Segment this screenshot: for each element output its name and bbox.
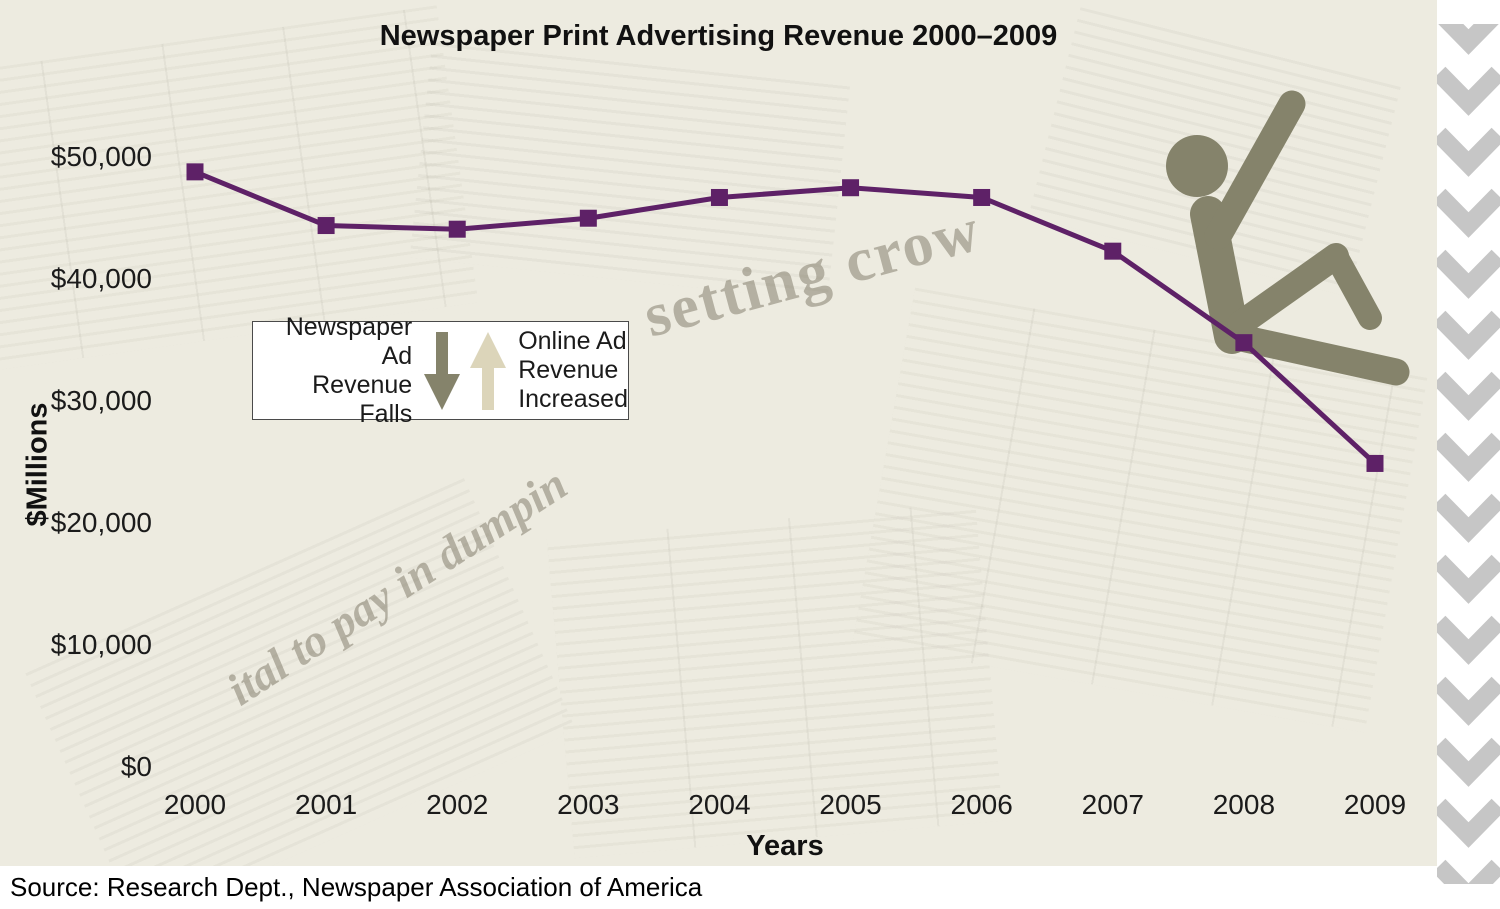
- legend-online-label: Online Ad Revenue Increased: [518, 327, 628, 414]
- arrow-down-icon: [424, 331, 461, 410]
- x-tick-label-2005: 2005: [819, 789, 881, 820]
- x-tick-label-2001: 2001: [295, 789, 357, 820]
- revenue-line: [194, 169, 1377, 466]
- data-point-2003: [579, 209, 597, 227]
- data-point-2008: [1235, 334, 1253, 352]
- y-tick-label: $40,000: [51, 263, 152, 294]
- chevron-strip: [1437, 0, 1500, 909]
- data-point-2009: [1366, 454, 1384, 472]
- chart-area: setting crow ital to pay in dumpin $50,0…: [0, 0, 1437, 866]
- line-chart: $50,000 $40,000 $30,000 $20,000 $10,000 $0 200…: [51, 90, 1410, 820]
- chart-title: Newspaper Print Advertising Revenue 2000…: [379, 20, 1058, 52]
- data-point-2005: [842, 179, 860, 197]
- legend-newspaper-label: Newspaper Ad Revenue Falls: [253, 313, 412, 429]
- data-point-2000: [186, 163, 204, 181]
- x-tick-label-2003: 2003: [557, 789, 619, 820]
- x-tick-label-2002: 2002: [426, 789, 488, 820]
- data-point-2001: [317, 217, 335, 235]
- chart-legend: Newspaper Ad Revenue Falls Online Ad Rev…: [252, 313, 629, 428]
- legend-line: Revenue: [312, 370, 413, 399]
- source-text: Source: Research Dept., Newspaper Associ…: [10, 872, 703, 902]
- x-tick-label-2007: 2007: [1082, 789, 1144, 820]
- falling-person-icon: [1166, 90, 1410, 386]
- y-tick-label: $50,000: [51, 141, 152, 172]
- y-tick-label: $20,000: [51, 507, 152, 538]
- x-tick-label-2004: 2004: [688, 789, 750, 820]
- data-point-2002: [448, 220, 466, 238]
- legend-arrows: [422, 330, 508, 412]
- x-tick-label-2009: 2009: [1344, 789, 1406, 820]
- legend-line: Newspaper Ad: [285, 312, 413, 370]
- y-tick-label: $0: [121, 751, 152, 782]
- data-point-2007: [1104, 242, 1122, 260]
- data-point-2006: [973, 188, 991, 206]
- legend-line: Online Ad: [518, 327, 627, 355]
- y-tick-label: $30,000: [51, 385, 152, 416]
- x-axis-label: Years: [746, 830, 824, 862]
- x-tick-label-2008: 2008: [1213, 789, 1275, 820]
- legend-line: Revenue: [518, 356, 619, 384]
- y-tick-label: $10,000: [51, 629, 152, 660]
- arrow-up-icon: [470, 331, 507, 410]
- chevron-down-pattern-icon: [1437, 0, 1500, 909]
- x-tick-label-2006: 2006: [951, 789, 1013, 820]
- y-axis-label: $Millions: [21, 402, 54, 527]
- x-tick-label-2000: 2000: [164, 789, 226, 820]
- source-bar: Source: Research Dept., Newspaper Associ…: [0, 866, 1437, 909]
- legend-line: Falls: [359, 399, 413, 428]
- data-point-2004: [710, 188, 728, 206]
- legend-line: Increased: [518, 385, 628, 413]
